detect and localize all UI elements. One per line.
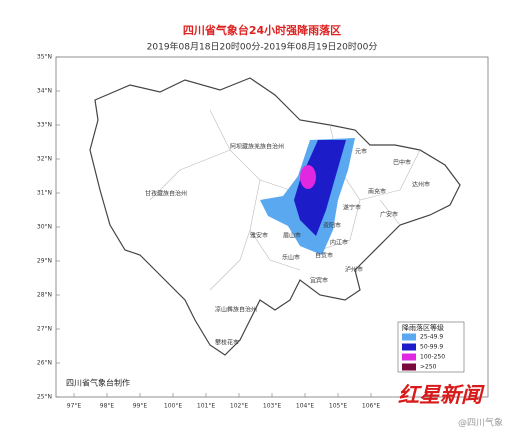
place-label: 资阳市 [323,222,341,230]
place-label: 巴中市 [393,159,411,167]
place-label: 攀枝花市 [215,339,239,347]
place-label: 达州市 [412,181,430,189]
place-label: 泸州市 [345,266,363,274]
legend-label: 100-250 [420,354,445,361]
legend-swatch [402,333,416,341]
lat-label: 33°N [37,122,52,129]
lon-label: 104°E [296,403,314,410]
place-label: 阿坝藏族羌族自治州 [230,143,284,151]
lon-label: 101°E [197,403,215,410]
legend: 降雨落区等级 25-49.9 50-99.9 100-250 >250 [397,321,465,373]
title: 四川省气象台24小时强降雨落区 [183,23,341,37]
legend-label: >250 [420,364,437,371]
place-label: 雅安市 [250,232,268,240]
lon-label: 100°E [164,403,182,410]
lat-label: 30°N [37,224,52,231]
subtitle: 2019年08月18日20时00分-2019年08月19日20时00分 [147,41,378,53]
lon-label: 97°E [67,403,82,410]
lon-label: 106°E [362,403,380,410]
legend-swatch [402,343,416,351]
place-label: 内江市 [330,239,348,247]
lat-label: 26°N [37,360,52,367]
lat-label: 32°N [37,156,52,163]
city-borders [149,109,421,291]
lat-label: 35°N [37,54,52,61]
watermark-brand: 红星新闻 [398,383,485,407]
lat-label: 29°N [37,258,52,265]
place-label: 元市 [355,148,367,156]
place-label: 眉山市 [283,232,301,240]
lon-label: 103°E [263,403,281,410]
place-label: 遂宁市 [343,204,361,212]
place-label: 广安市 [380,211,398,219]
lon-label: 102°E [230,403,248,410]
lat-label: 25°N [37,394,52,401]
place-label: 自贡市 [315,252,333,260]
rain-100-250 [300,165,316,189]
legend-swatch [402,363,416,371]
lon-label: 98°E [100,403,115,410]
legend-label: 25-49.9 [420,334,443,341]
lat-label: 34°N [37,88,52,95]
lat-label: 27°N [37,326,52,333]
place-label: 乐山市 [282,254,300,262]
legend-title: 降雨落区等级 [402,323,444,332]
lat-label: 31°N [37,190,52,197]
place-label: 南充市 [368,188,386,196]
credit: 四川省气象台制作 [66,378,130,388]
lat-label: 28°N [37,292,52,299]
place-label: 甘孜藏族自治州 [145,190,187,198]
place-label: 凉山彝族自治州 [215,306,257,314]
watermark-handle: @四川气象 [458,417,503,429]
rain-50-99 [294,140,346,236]
lon-label: 105°E [329,403,347,410]
place-label: 宜宾市 [310,277,328,285]
legend-swatch [402,353,416,361]
lon-label: 99°E [133,403,148,410]
legend-label: 50-99.9 [420,344,443,351]
place-labels: 阿坝藏族羌族自治州 甘孜藏族自治州 凉山彝族自治州 攀枝花市 雅安市 乐山市 眉… [145,143,430,347]
